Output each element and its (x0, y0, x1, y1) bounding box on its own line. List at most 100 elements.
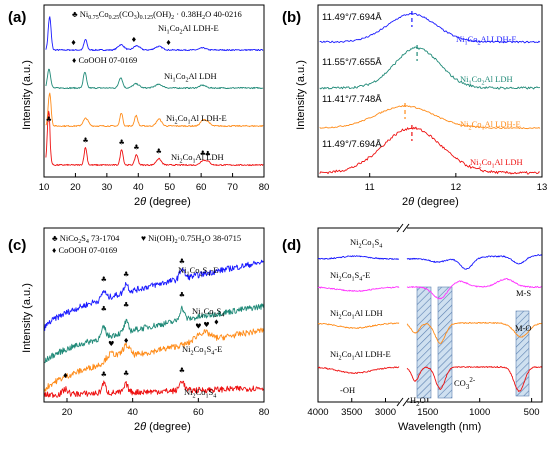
series-label-b: Ni2Co1Al LDH (470, 157, 523, 170)
x-tick-label: 4000 (307, 407, 328, 418)
series-line-c (44, 259, 264, 331)
x-tick-label: 3000 (375, 407, 396, 418)
panel-label-b: (b) (282, 9, 301, 26)
phase-marker: ♣ (118, 138, 124, 146)
series-labels-b: 11.49°/7.694Å Ni1Co2Al LDH-E 11.55°/7.655Å… (322, 12, 523, 170)
panel-a: (a) 10 20 30 40 50 60 70 80 ♦ ♦ ♦♣♣ ♣♣♣ ♣♣ Ni1Co2Al… (8, 4, 270, 208)
phase-marker: ♦ (62, 372, 68, 380)
phase-marker: ♣ (82, 137, 88, 145)
phase-marker: ♦ (165, 39, 171, 47)
axis-break-mark (402, 223, 410, 233)
series-line-a (45, 110, 264, 167)
series-labels-a: Ni1Co2Al LDH-E Ni1Co2Al LDH Ni2Co1Al LDH-E… (158, 23, 227, 165)
markers-a: ♦ ♦ ♦♣♣ ♣♣♣ ♣♣ (46, 36, 211, 158)
x-tick-label: 3500 (341, 407, 362, 418)
band-h2o (416, 286, 432, 399)
legend-entry-c: ♣ NiCo2S4 73-1704 (52, 233, 120, 245)
plot-frame-a (43, 4, 265, 178)
series-label-c: Ni1Co2S4-E (178, 265, 218, 278)
plot-frame-c (43, 227, 265, 403)
x-axis-title-b: 2θ (degree) (402, 196, 459, 208)
series-line-a (45, 68, 264, 90)
phase-marker: ♣ (101, 275, 107, 283)
panel-label-d: (d) (282, 237, 301, 254)
markers-c: ♣♣♣♣♣♣♥ ♦♥ ♥ ♦♦ ♣ ♣ ♣ (62, 258, 219, 380)
series-line-c (44, 380, 264, 399)
legend-entry-c: ♦ CoOOH 07-0169 (52, 245, 117, 255)
panel-label-a: (a) (8, 9, 26, 26)
series-line-d (317, 366, 400, 374)
phase-marker: ♣ (46, 116, 52, 124)
x-tick-label: 12 (451, 182, 462, 193)
x-ticks-b: 11 12 13 (365, 173, 547, 193)
axis-break-mark (402, 397, 410, 407)
annotation-h2o: H2O (410, 395, 426, 408)
series-labels-d: Ni2Co1S4 Ni2Co1S4-E Ni2Co1Al LDH Ni2Co1Al L… (330, 237, 391, 362)
phase-marker: ♣ (101, 305, 107, 313)
series-label-c: Ni2Co1S4-E (182, 344, 222, 357)
series-line-d (406, 365, 542, 392)
x-ticks-d: 4000 3500 3000 1500 1000 500 (307, 398, 540, 418)
series-line-b (319, 12, 541, 44)
annotation-m-s: M-S (516, 288, 531, 298)
series-line-d (318, 322, 400, 329)
traces-c (44, 259, 264, 399)
phase-marker: ♣ (123, 270, 129, 278)
x-tick-label: 20 (62, 407, 73, 418)
phase-marker: ♥ (195, 322, 201, 330)
phase-marker: ♣ (101, 370, 107, 378)
series-line-b (319, 126, 540, 175)
panel-label-c: (c) (8, 237, 26, 254)
series-label-c: Ni2Co1S4 (184, 387, 216, 400)
series-label-a: Ni2Co1Al LDH-E (166, 113, 227, 126)
series-line-d (317, 286, 400, 292)
legend-a: ♣ Ni0.75Co0.25(CO3)0.125(OH)2 · 0.38H2O … (72, 9, 242, 65)
phase-marker: ♣ (179, 258, 185, 266)
series-line-a (45, 92, 264, 128)
x-tick-label: 60 (196, 182, 207, 193)
x-axis-title-a: 2θ (degree) (134, 196, 191, 208)
series-line-b (319, 46, 541, 90)
band-mo (515, 310, 530, 397)
annotation-co3: CO32- (454, 376, 476, 391)
peak-position-label: 11.55°/7.655Å (322, 57, 382, 68)
y-axis-title-a: Intensity (a.u.) (21, 60, 33, 130)
x-tick-label: 30 (102, 182, 113, 193)
x-tick-label: 80 (259, 182, 270, 193)
axis-break-mark (396, 397, 404, 407)
phase-marker: ♣ (179, 367, 185, 375)
x-tick-label: 20 (70, 182, 81, 193)
series-line-d (406, 321, 542, 344)
x-tick-label: 70 (227, 182, 238, 193)
x-tick-label: 50 (164, 182, 175, 193)
series-line-b (319, 105, 541, 130)
phase-marker: ♦ (213, 319, 219, 327)
axis-break-gap (399, 222, 407, 408)
series-label-d: Ni2Co1S4-E (330, 270, 370, 283)
series-label-d: Ni2Co1Al LDH-E (330, 349, 391, 362)
peak-position-label: 11.49°/7.694Å (322, 12, 382, 23)
legend-entry-a: ♦ CoOOH 07-0169 (72, 55, 137, 65)
series-line-a (45, 16, 264, 52)
series-line-d (406, 254, 542, 270)
panel-d: (d) 4000 3500 3000 1500 1000 500 Ni2Co1S4Ni2C… (282, 222, 543, 433)
phase-marker: ♣ (133, 144, 139, 152)
plot-frame-b (317, 4, 543, 178)
series-line-c (44, 303, 264, 364)
phase-marker: ♣ (179, 291, 185, 299)
phase-marker: ♣ (205, 150, 211, 158)
series-label-d: Ni2Co1Al LDH (330, 308, 383, 321)
peak-position-label: 11.49°/7.694Å (322, 139, 382, 150)
band-co3 (437, 286, 453, 399)
series-label-d: Ni2Co1S4 (350, 237, 382, 250)
x-tick-label: 11 (365, 182, 375, 193)
series-label-a: Ni2Co1Al LDH (171, 152, 224, 165)
series-line-d (317, 255, 399, 260)
x-tick-label: 40 (127, 407, 138, 418)
x-tick-label: 1000 (469, 407, 490, 418)
x-tick-label: 80 (259, 407, 270, 418)
legend-entry-c: ♥ Ni(OH)2·0.75H2O 38-0715 (141, 233, 241, 245)
annotation-oh: -OH (340, 385, 355, 395)
phase-marker: ♣ (156, 148, 162, 156)
x-tick-label: 60 (193, 407, 204, 418)
